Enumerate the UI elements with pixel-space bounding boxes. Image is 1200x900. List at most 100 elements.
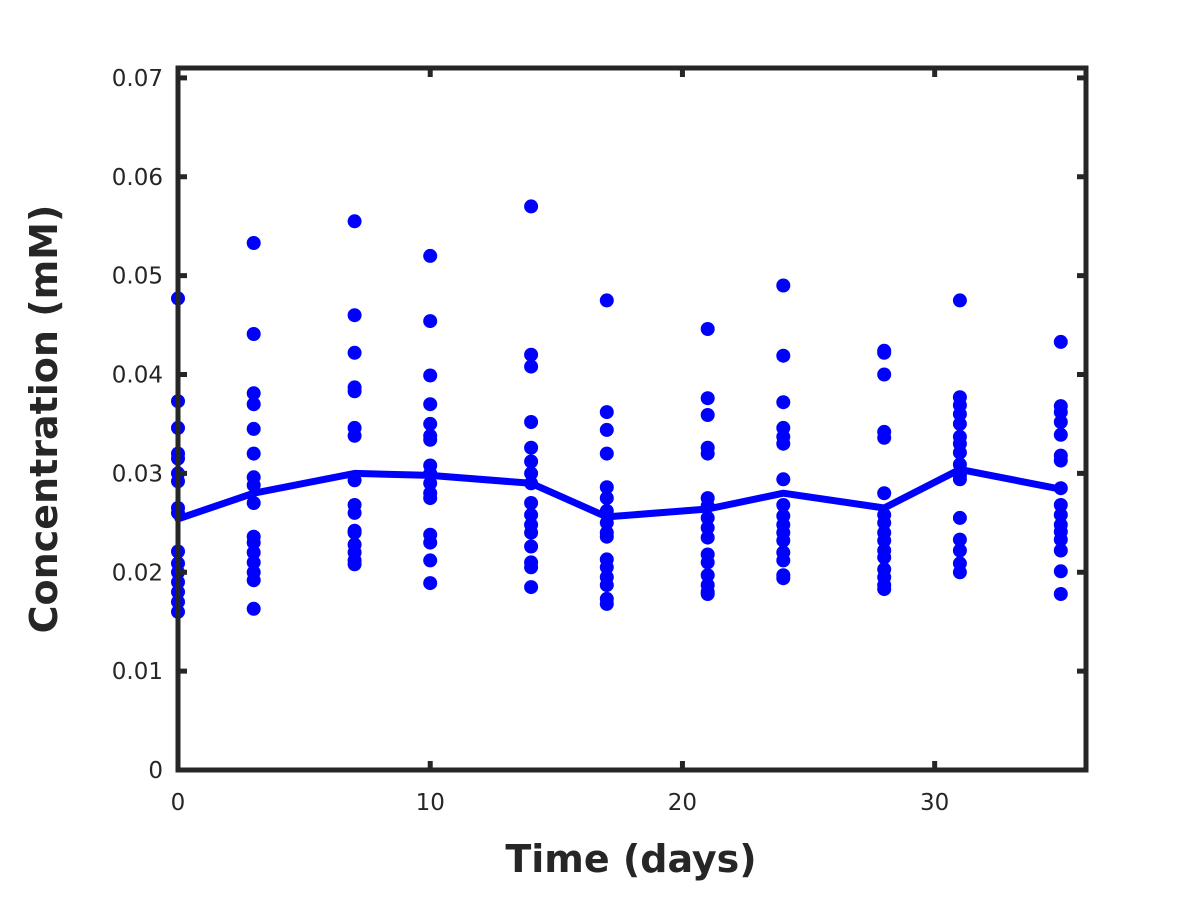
- data-point: [700, 408, 715, 422]
- data-point: [347, 557, 362, 572]
- data-point: [1053, 587, 1068, 601]
- plot-area: [171, 199, 1068, 619]
- data-point: [599, 560, 614, 575]
- y-axis-title: Concentration (mM): [22, 205, 66, 634]
- data-point: [599, 578, 614, 593]
- y-tick-label: 0.01: [112, 659, 163, 685]
- data-point: [423, 576, 438, 591]
- data-point: [524, 539, 539, 554]
- data-point: [246, 545, 261, 560]
- data-point: [952, 416, 967, 431]
- data-point: [952, 293, 967, 308]
- data-point: [776, 436, 791, 451]
- data-point: [246, 397, 261, 412]
- data-point: [246, 446, 261, 461]
- data-point: [776, 472, 791, 487]
- data-point: [599, 293, 614, 308]
- x-axis-title: Time (days): [505, 837, 756, 881]
- data-point: [423, 248, 438, 263]
- data-point: [700, 587, 715, 601]
- data-point: [524, 525, 539, 540]
- data-point: [423, 416, 438, 431]
- data-point: [700, 446, 715, 461]
- data-point: [1053, 498, 1068, 512]
- data-point: [877, 345, 892, 360]
- y-tick-label: 0.06: [112, 165, 163, 191]
- x-tick-label: 30: [920, 790, 949, 816]
- data-point: [776, 571, 791, 586]
- data-point: [776, 533, 791, 548]
- data-point: [952, 543, 967, 558]
- data-point: [599, 596, 614, 611]
- data-point: [347, 525, 362, 540]
- y-tick-label: 0: [148, 758, 163, 784]
- data-point: [700, 568, 715, 583]
- data-point: [700, 530, 715, 545]
- data-point: [877, 367, 892, 382]
- data-point: [246, 496, 261, 510]
- data-point: [246, 601, 261, 616]
- data-point: [776, 498, 791, 512]
- data-point: [423, 314, 438, 329]
- data-point: [776, 278, 791, 293]
- data-point: [347, 214, 362, 229]
- data-point: [423, 491, 438, 506]
- data-point: [776, 553, 791, 568]
- data-point: [524, 454, 539, 469]
- data-point: [423, 476, 438, 491]
- data-point: [423, 397, 438, 412]
- data-point: [776, 395, 791, 410]
- data-point: [246, 327, 261, 341]
- data-point: [347, 308, 362, 323]
- data-point: [246, 535, 261, 550]
- data-point: [1053, 427, 1068, 442]
- data-point: [246, 236, 261, 250]
- data-point: [246, 478, 261, 493]
- data-point: [246, 555, 261, 570]
- data-point: [524, 199, 539, 214]
- data-point: [1053, 334, 1068, 349]
- data-point: [1053, 507, 1068, 522]
- data-point: [246, 573, 261, 588]
- data-point: [599, 491, 614, 506]
- data-point: [524, 440, 539, 455]
- x-tick-label: 10: [416, 790, 445, 816]
- data-point: [524, 507, 539, 522]
- data-point: [246, 386, 261, 401]
- data-point: [599, 422, 614, 437]
- data-point: [700, 520, 715, 535]
- y-tick-label: 0.07: [112, 66, 163, 92]
- data-point: [952, 565, 967, 580]
- y-tick-labels: 0 0.01 0.02 0.03 0.04 0.05 0.06 0.07: [112, 66, 163, 784]
- data-point: [700, 555, 715, 570]
- data-point: [347, 384, 362, 399]
- data-point: [700, 391, 715, 406]
- data-point: [877, 486, 892, 501]
- data-point: [877, 430, 892, 445]
- data-point: [524, 580, 539, 595]
- data-point: [776, 348, 791, 363]
- data-point: [599, 446, 614, 461]
- data-point: [524, 359, 539, 374]
- y-tick-label: 0.04: [112, 363, 163, 389]
- data-point: [524, 415, 539, 429]
- data-point: [599, 480, 614, 495]
- data-point: [700, 510, 715, 525]
- data-point: [877, 550, 892, 565]
- data-point: [347, 345, 362, 360]
- data-point: [524, 560, 539, 575]
- y-tick-label: 0.05: [112, 264, 163, 290]
- data-point: [524, 347, 539, 362]
- data-point: [1053, 543, 1068, 558]
- data-point: [599, 529, 614, 544]
- data-point: [423, 432, 438, 447]
- data-point: [1053, 405, 1068, 420]
- data-point: [877, 533, 892, 548]
- data-point: [952, 472, 967, 487]
- data-point: [1053, 532, 1068, 547]
- data-point: [524, 466, 539, 481]
- data-point: [952, 445, 967, 460]
- data-point: [700, 322, 715, 336]
